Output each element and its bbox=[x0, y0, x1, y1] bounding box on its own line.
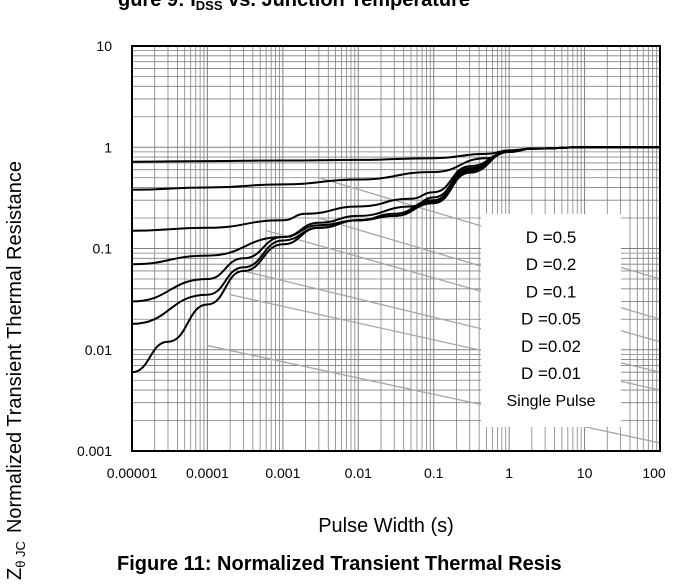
x-tick-label: 0.1 bbox=[424, 465, 444, 481]
y-axis-label-symbol: Z bbox=[4, 568, 26, 580]
y-tick-label: 0.01 bbox=[85, 342, 112, 358]
legend-entry: D =0.05 bbox=[521, 310, 581, 329]
legend-entry: D =0.5 bbox=[526, 228, 577, 247]
y-axis-label-subscript: θ JC bbox=[13, 541, 28, 568]
legend-box bbox=[481, 214, 621, 427]
y-axis-label-text: Normalized Transient Thermal Resistance bbox=[4, 161, 26, 533]
figure-caption: Figure 11: Normalized Transient Thermal … bbox=[117, 553, 562, 575]
legend-entry: D =0.01 bbox=[521, 364, 581, 383]
x-tick-label: 10 bbox=[577, 465, 593, 481]
x-tick-labels: 0.00001 0.0001 0.001 0.01 0.1 1 10 100 bbox=[107, 465, 666, 481]
plot-frame bbox=[131, 45, 661, 452]
x-tick-label: 0.0001 bbox=[186, 465, 229, 481]
series-line bbox=[131, 146, 660, 374]
y-tick-label: 1 bbox=[104, 139, 112, 155]
y-tick-label: 0.001 bbox=[77, 443, 112, 459]
x-tick-label: 0.01 bbox=[345, 465, 372, 481]
grid-lines bbox=[132, 46, 660, 451]
x-tick-label: 1 bbox=[505, 465, 513, 481]
legend-entry: D =0.2 bbox=[526, 255, 577, 274]
x-axis-label: Pulse Width (s) bbox=[318, 515, 454, 537]
legend: D =0.5 D =0.2 D =0.1 D =0.05 D =0.02 D =0.01 S… bbox=[507, 228, 596, 410]
y-tick-label: 10 bbox=[96, 38, 112, 54]
y-axis-label: Zθ JC Normalized Transient Thermal Resist… bbox=[4, 161, 28, 580]
legend-entry: Single Pulse bbox=[507, 393, 596, 410]
series-lines bbox=[131, 146, 660, 374]
top-caption-part-a: gure 9: I bbox=[118, 0, 196, 11]
y-tick-labels: 10 1 0.1 0.01 0.001 bbox=[77, 38, 112, 459]
x-tick-label: 100 bbox=[642, 465, 666, 481]
y-tick-label: 0.1 bbox=[93, 241, 113, 257]
legend-entry: D =0.1 bbox=[526, 282, 577, 301]
x-tick-label: 0.001 bbox=[265, 465, 300, 481]
legend-entry: D =0.02 bbox=[521, 337, 581, 356]
top-caption-partial: gure 9: IDSS vs. Junction Temperature bbox=[118, 0, 470, 13]
top-caption-part-b: DSS bbox=[196, 0, 223, 13]
top-caption-part-c: vs. Junction Temperature bbox=[223, 0, 470, 11]
x-tick-label: 0.00001 bbox=[107, 465, 158, 481]
